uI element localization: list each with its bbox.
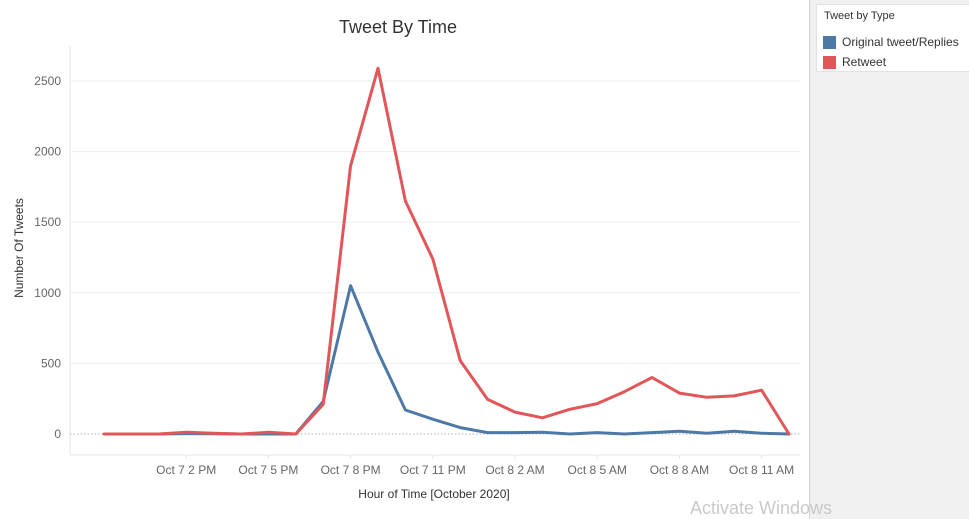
x-axis-label: Hour of Time [October 2020] [358, 487, 509, 501]
y-tick-label-500: 500 [41, 356, 61, 370]
x-tick-label-6: Oct 8 8 AM [650, 463, 709, 477]
x-tick-label-4: Oct 8 2 AM [485, 463, 544, 477]
x-tick-label-5: Oct 8 5 AM [568, 463, 627, 477]
legend-label-original: Original tweet/Replies [842, 35, 959, 49]
legend-panel: Tweet by Type Original tweet/Replies Ret… [809, 0, 969, 519]
y-tick-label-0: 0 [54, 427, 61, 441]
legend-swatch-original [823, 35, 836, 49]
y-tick-label-2500: 2500 [34, 74, 61, 88]
x-tick-label-2: Oct 7 8 PM [321, 463, 381, 477]
y-tick-label-1000: 1000 [34, 286, 61, 300]
y-tick-label-1500: 1500 [34, 215, 61, 229]
legend-swatch-retweet [823, 55, 836, 69]
x-tick-label-3: Oct 7 11 PM [400, 463, 466, 477]
legend: Tweet by Type Original tweet/Replies Ret… [816, 4, 969, 72]
activate-windows-watermark: Activate Windows [690, 498, 833, 518]
series-line-retweet[interactable] [102, 66, 791, 436]
series-lines [102, 66, 791, 436]
gridlines [69, 46, 800, 456]
x-tick-label-7: Oct 8 11 AM [729, 463, 794, 477]
y-axis-label: Number Of Tweets [12, 198, 26, 298]
line-chart: Tweet By Time 0 500 1000 1500 2000 2500 Oct 7… [12, 17, 800, 501]
legend-label-retweet: Retweet [842, 55, 887, 69]
x-axis-ticks: Oct 7 2 PM Oct 7 5 PM Oct 7 8 PM Oct 7 11 P… [156, 455, 794, 477]
legend-item-retweet[interactable]: Retweet [823, 54, 886, 70]
chart-title: Tweet By Time [339, 17, 457, 37]
x-tick-label-1: Oct 7 5 PM [238, 463, 298, 477]
x-tick-label-0: Oct 7 2 PM [156, 463, 216, 477]
y-tick-label-2000: 2000 [34, 145, 61, 159]
y-axis-ticks: 0 500 1000 1500 2000 2500 [34, 74, 61, 441]
legend-title: Tweet by Type [824, 10, 895, 22]
legend-item-original[interactable]: Original tweet/Replies [823, 34, 959, 50]
